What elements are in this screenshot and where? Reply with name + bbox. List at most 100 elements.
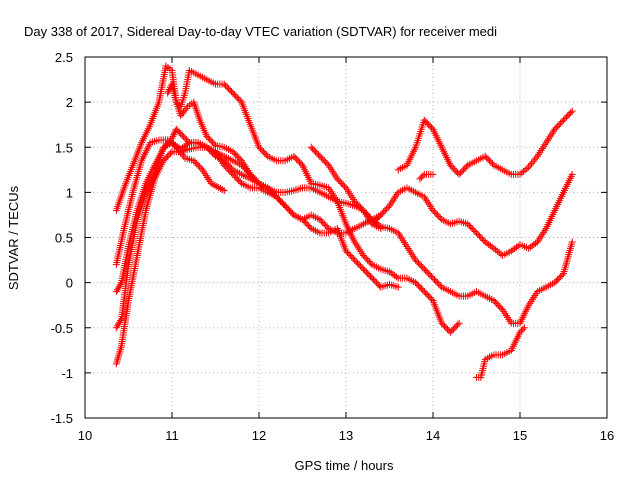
plus-marker [432,209,440,217]
plus-marker [162,141,170,149]
plus-marker [233,175,241,183]
plus-marker [429,274,437,282]
plus-marker [241,164,248,172]
series-track-10 [416,170,437,183]
plus-marker [227,88,235,96]
x-tick-label: 11 [165,428,179,443]
plus-marker [182,104,190,112]
plus-marker [178,110,186,118]
plus-marker [207,148,215,156]
plus-marker [438,319,446,327]
plus-marker [293,155,301,163]
plus-marker [116,317,124,325]
plus-marker [484,155,492,163]
plus-marker [256,145,264,153]
plus-marker [433,279,441,287]
plus-marker [417,173,425,181]
plus-marker [474,230,482,238]
plus-marker [232,92,240,100]
plus-marker [451,166,459,174]
plus-marker [348,253,356,261]
plus-marker [354,259,362,267]
plus-marker [227,164,235,172]
plus-marker [554,122,562,130]
plus-marker [426,294,434,302]
plus-marker [313,149,321,157]
plus-marker [365,212,373,220]
plus-marker [483,154,491,162]
plus-marker [423,268,431,276]
plus-marker [168,134,176,142]
plus-marker [458,167,466,175]
plus-marker [264,184,272,192]
plus-marker [462,163,470,171]
plus-marker [232,173,240,181]
plus-marker [296,158,304,166]
plus-marker [112,288,120,296]
plus-marker [464,220,472,228]
plus-marker [309,145,317,153]
plus-marker [184,137,192,145]
plus-marker [113,322,121,330]
series-track-11 [473,324,528,381]
plus-marker [283,203,291,211]
plus-marker [370,276,378,284]
plus-marker [422,289,430,297]
plus-marker [220,187,228,195]
plus-marker [359,252,367,260]
plus-marker [362,268,370,276]
plus-marker [165,138,173,146]
plus-marker [367,214,375,222]
plus-marker [429,206,437,214]
plus-marker [425,121,433,129]
series-track-7 [307,143,576,327]
plus-marker [206,135,214,143]
plus-marker [312,148,320,156]
plus-marker [416,175,424,183]
plus-marker [172,143,180,151]
plus-marker [317,217,325,225]
plus-marker [191,158,199,166]
plus-marker [516,328,524,336]
plus-marker [492,246,500,254]
plus-marker [290,152,298,160]
plus-marker [358,264,366,272]
plus-marker [468,224,476,232]
plus-marker [178,131,186,139]
plus-marker [181,106,189,114]
plus-marker [303,220,311,228]
plus-marker [272,193,280,201]
plus-marker [367,273,375,281]
plus-marker [358,205,366,213]
plus-marker [225,85,233,93]
plus-marker [210,140,218,148]
plus-marker [190,157,198,165]
plus-marker [174,100,182,108]
plus-marker [555,274,563,282]
plus-marker [467,223,475,231]
plus-marker [565,110,573,118]
plus-marker [248,172,256,180]
x-tick-label: 15 [513,428,527,443]
plus-marker [423,291,431,299]
plus-marker [351,256,359,264]
plus-marker [377,211,385,219]
plus-marker [449,164,457,172]
plus-marker [481,152,489,160]
plus-marker [314,151,322,159]
plus-marker [112,324,120,332]
plus-marker [459,166,467,174]
plus-marker [177,149,185,157]
plus-marker [232,151,240,159]
plus-marker [304,221,312,229]
plus-marker [230,172,238,180]
plus-marker [374,280,382,288]
plus-marker [319,155,327,163]
plus-marker [525,163,533,171]
plus-marker [367,259,375,267]
plus-marker [361,253,369,261]
plus-marker [526,161,534,169]
plus-marker [209,138,217,146]
plus-marker [170,131,178,139]
plus-marker [457,169,465,177]
